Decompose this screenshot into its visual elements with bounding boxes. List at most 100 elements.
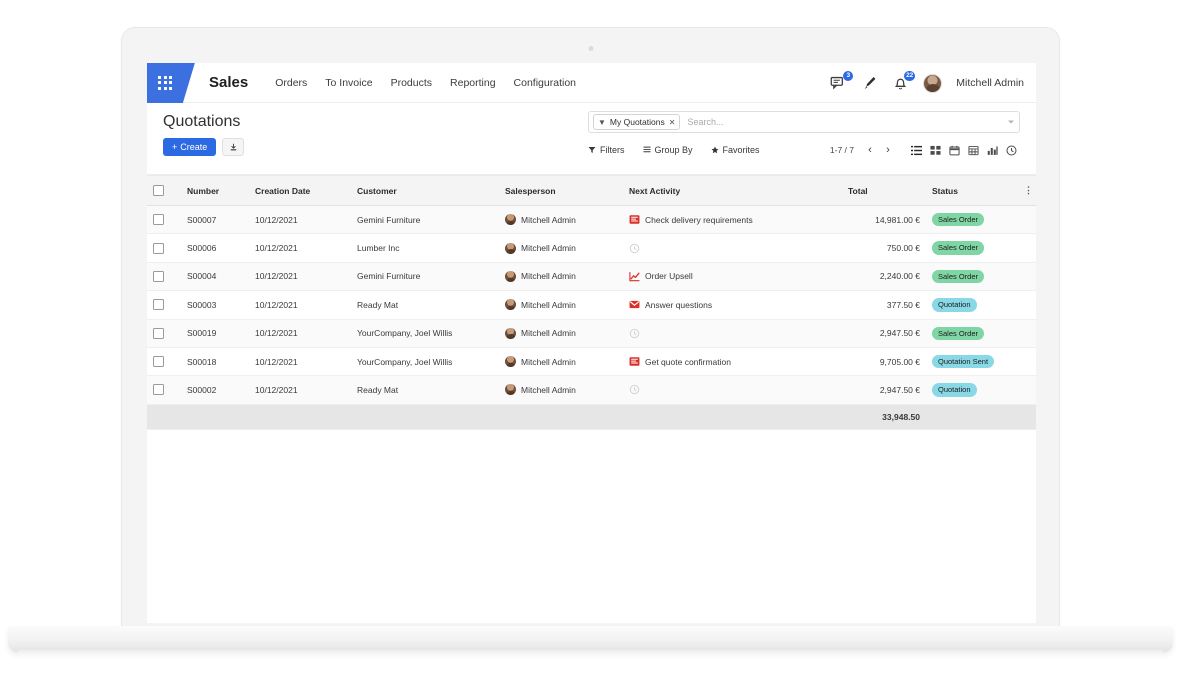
screen-content: Sales Orders To Invoice Products Reporti… (147, 63, 1036, 623)
filters-dropdown[interactable]: Filters (588, 145, 635, 155)
total-spacer (351, 404, 499, 430)
row-checkbox[interactable] (153, 242, 164, 254)
create-button-label: Create (180, 142, 208, 152)
plus-icon: + (172, 142, 178, 152)
column-options-icon[interactable]: ⋮ (1018, 175, 1036, 206)
activity-label: Order Upsell (645, 271, 693, 282)
cell-next-activity: Answer questions (623, 290, 842, 320)
list-view-icon[interactable] (908, 142, 925, 159)
table-row[interactable]: S00006 10/12/2021 Lumber Inc Mitchell Admin… (147, 233, 1036, 263)
avatar (505, 356, 516, 368)
row-select-cell (147, 205, 181, 235)
cell-customer: Ready Mat (351, 290, 499, 320)
graph-view-icon[interactable] (984, 142, 1001, 159)
row-checkbox[interactable] (153, 214, 164, 226)
status-badge: Sales Order (932, 269, 985, 284)
chart-up-icon (629, 271, 640, 282)
page-title: Quotations (163, 113, 241, 130)
nav-item-to-invoice[interactable]: To Invoice (325, 76, 373, 89)
row-checkbox[interactable] (153, 356, 164, 368)
column-header-salesperson[interactable]: Salesperson (499, 175, 623, 206)
pager-next-button[interactable]: › (886, 144, 890, 156)
groupby-label: Group By (654, 145, 693, 155)
apps-grid-icon[interactable] (147, 63, 183, 103)
avatar[interactable] (923, 73, 943, 93)
search-cluster: ▼ My Quotations ✕ Filters (588, 111, 1020, 160)
search-facet-label: My Quotations (609, 117, 665, 127)
filter-icon (588, 146, 596, 154)
kanban-view-icon[interactable] (927, 142, 944, 159)
column-header-number[interactable]: Number (181, 175, 249, 206)
status-badge: Quotation Sent (932, 354, 995, 369)
avatar (505, 242, 516, 254)
nav-item-products[interactable]: Products (390, 76, 433, 89)
pager-previous-button[interactable]: ‹ (868, 144, 872, 156)
table-row[interactable]: S00004 10/12/2021 Gemini Furniture Mitchell… (147, 262, 1036, 292)
create-button[interactable]: + Create (163, 138, 217, 156)
app-brand-sales[interactable]: Sales (209, 74, 249, 91)
total-spacer (1018, 404, 1036, 430)
close-icon[interactable]: ✕ (668, 117, 676, 127)
row-select-cell (147, 347, 181, 377)
column-header-creation-date[interactable]: Creation Date (249, 175, 351, 206)
row-options-cell (1018, 347, 1036, 377)
cell-status: Quotation Sent (926, 347, 1018, 377)
chevron-down-icon[interactable] (1008, 120, 1014, 124)
cell-number: S00006 (181, 233, 249, 263)
search-facet-my-quotations[interactable]: ▼ My Quotations ✕ (593, 114, 681, 130)
row-options-cell (1018, 233, 1036, 263)
messages-icon[interactable]: 3 (830, 70, 854, 92)
cell-creation-date: 10/12/2021 (249, 319, 351, 348)
row-checkbox[interactable] (153, 270, 164, 282)
table-row[interactable]: S00002 10/12/2021 Ready Mat Mitchell Admin 2… (147, 375, 1036, 405)
nav-item-reporting[interactable]: Reporting (450, 76, 496, 89)
search-bar[interactable]: ▼ My Quotations ✕ (588, 111, 1020, 133)
search-input[interactable] (687, 117, 1015, 127)
cell-customer: Gemini Furniture (351, 205, 499, 235)
cell-salesperson: Mitchell Admin (499, 319, 623, 348)
avatar (505, 299, 516, 311)
groupby-dropdown[interactable]: Group By (642, 145, 703, 155)
calendar-view-icon[interactable] (946, 142, 963, 159)
pivot-view-icon[interactable] (965, 142, 982, 159)
row-checkbox[interactable] (153, 299, 164, 311)
row-options-cell (1018, 205, 1036, 235)
salesperson-name: Mitchell Admin (521, 243, 576, 254)
column-header-next-activity[interactable]: Next Activity (623, 175, 842, 206)
nav-item-orders[interactable]: Orders (275, 76, 308, 89)
activity-view-icon[interactable] (1003, 142, 1020, 159)
task-list-icon (629, 214, 640, 225)
bell-icon[interactable]: 22 (892, 70, 916, 92)
import-icon[interactable] (222, 138, 245, 156)
salesperson-name: Mitchell Admin (521, 356, 576, 367)
table-row[interactable]: S00007 10/12/2021 Gemini Furniture Mitchell… (147, 205, 1036, 235)
select-all-checkbox[interactable] (153, 185, 164, 196)
nav-item-configuration[interactable]: Configuration (513, 76, 577, 89)
table-body: S00007 10/12/2021 Gemini Furniture Mitchell… (147, 205, 1036, 430)
column-header-status[interactable]: Status (926, 175, 1018, 206)
cell-salesperson: Mitchell Admin (499, 205, 623, 235)
row-checkbox[interactable] (153, 327, 164, 339)
brush-icon[interactable] (861, 75, 878, 92)
table-row[interactable]: S00019 10/12/2021 YourCompany, Joel Willis… (147, 319, 1036, 348)
row-select-cell (147, 375, 181, 405)
column-header-customer[interactable]: Customer (351, 175, 499, 206)
total-spacer (249, 404, 351, 430)
cell-salesperson: Mitchell Admin (499, 290, 623, 320)
table-row[interactable]: S00003 10/12/2021 Ready Mat Mitchell Admin A… (147, 290, 1036, 320)
favorites-dropdown[interactable]: Favorites (711, 145, 770, 155)
row-checkbox[interactable] (153, 384, 164, 396)
total-spacer (147, 404, 181, 430)
cell-salesperson: Mitchell Admin (499, 233, 623, 263)
column-header-total[interactable]: Total (842, 175, 926, 206)
table-row[interactable]: S00018 10/12/2021 YourCompany, Joel Willis… (147, 347, 1036, 377)
cell-next-activity: Check delivery requirements (623, 205, 842, 235)
salesperson-name: Mitchell Admin (521, 328, 576, 339)
cell-next-activity: Get quote confirmation (623, 347, 842, 377)
avatar (505, 270, 516, 282)
user-name[interactable]: Mitchell Admin (956, 77, 1024, 89)
cell-number: S00018 (181, 347, 249, 377)
cell-customer: YourCompany, Joel Willis (351, 319, 499, 348)
status-badge: Sales Order (932, 213, 985, 227)
